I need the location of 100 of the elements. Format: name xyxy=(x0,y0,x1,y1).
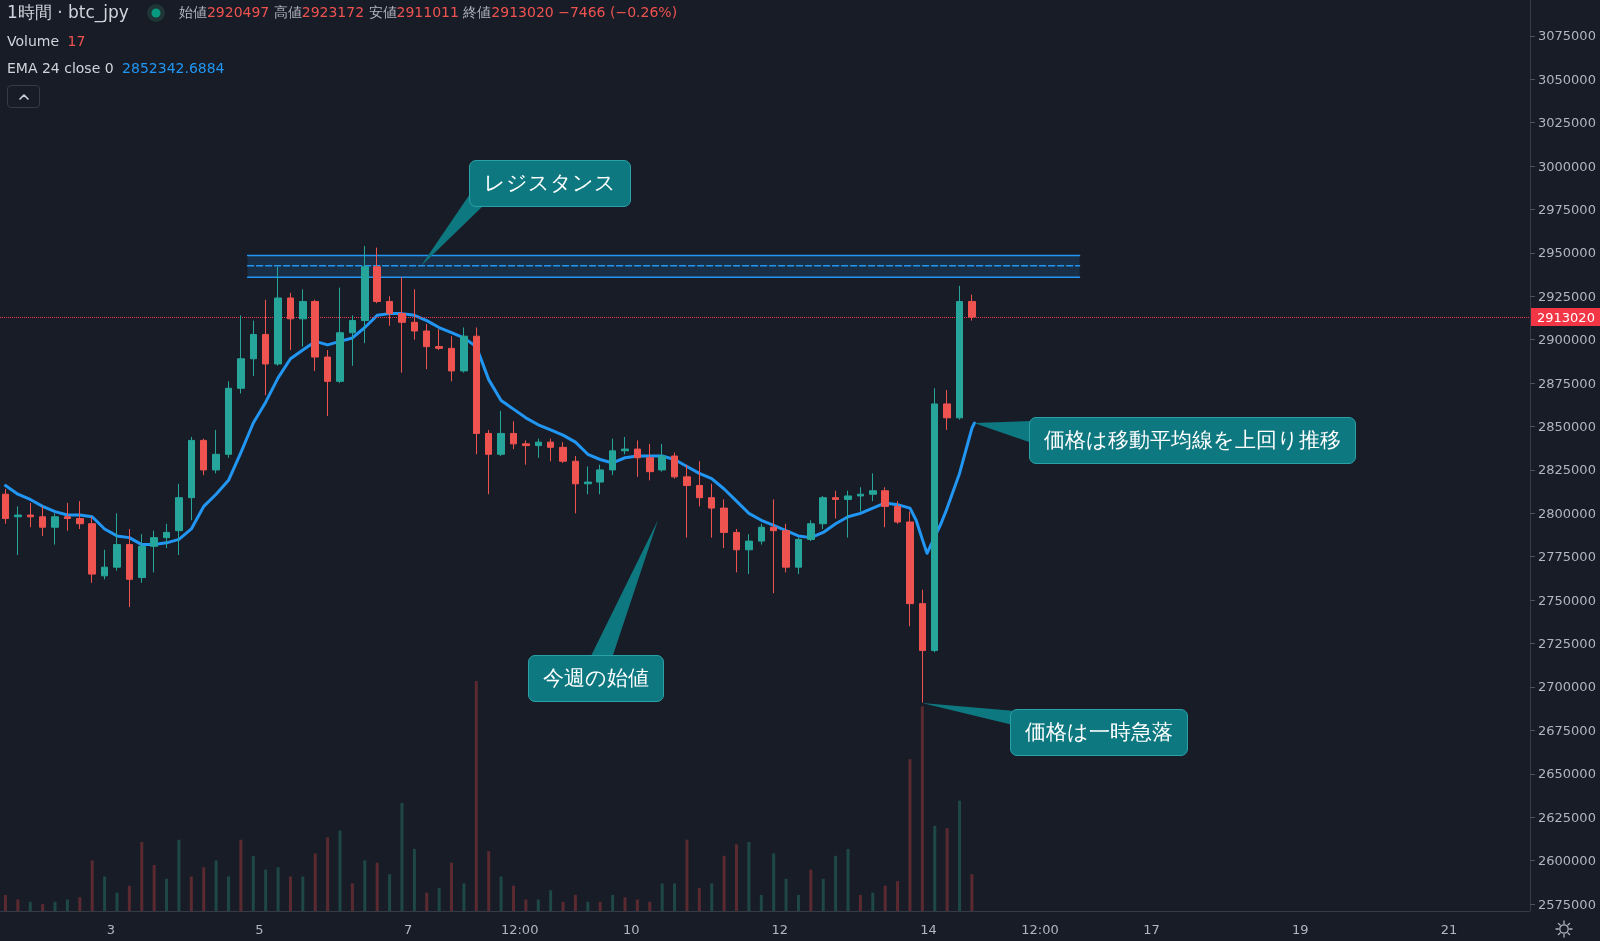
bar xyxy=(796,894,800,911)
y-tick-label: 2850000 xyxy=(1538,419,1596,434)
bar xyxy=(611,894,615,911)
bar xyxy=(772,853,776,911)
candlestick xyxy=(621,436,629,455)
candlestick xyxy=(720,498,728,549)
bar xyxy=(41,904,45,911)
candlestick xyxy=(881,486,889,528)
candlestick xyxy=(857,486,864,513)
candlestick xyxy=(250,320,257,377)
candlestick xyxy=(943,389,951,431)
bar xyxy=(326,837,330,911)
bar xyxy=(933,825,937,911)
candlestick xyxy=(906,511,914,627)
candlestick xyxy=(869,472,877,502)
y-tick-label: 2800000 xyxy=(1538,505,1596,521)
bar xyxy=(28,901,32,911)
bar xyxy=(16,899,20,911)
candlestick xyxy=(485,429,492,495)
bar xyxy=(635,899,639,911)
bar xyxy=(759,894,763,911)
bar xyxy=(735,844,738,911)
bar xyxy=(251,855,255,911)
candlestick xyxy=(547,438,554,462)
candlestick xyxy=(671,452,678,480)
bar xyxy=(586,901,590,911)
candlestick xyxy=(188,436,195,521)
bar xyxy=(784,878,788,911)
bar xyxy=(536,899,540,911)
candlestick xyxy=(596,464,604,495)
bar xyxy=(710,883,714,911)
candlestick xyxy=(64,502,71,532)
bar xyxy=(958,800,962,911)
bar xyxy=(264,869,268,911)
candlestick xyxy=(435,328,443,351)
bar xyxy=(152,865,156,911)
x-tick-label: 21 xyxy=(1440,922,1458,937)
bar xyxy=(524,899,528,911)
candlestick xyxy=(696,460,703,507)
candlestick xyxy=(758,523,765,546)
bar xyxy=(127,885,131,911)
bar xyxy=(660,883,664,911)
y-tick-label: 2975000 xyxy=(1538,201,1596,217)
x-tick-label: 5 xyxy=(255,922,264,937)
candlestick xyxy=(349,314,356,367)
bar xyxy=(165,878,169,911)
bar xyxy=(425,892,429,911)
candlestick xyxy=(782,523,790,573)
candlestick xyxy=(398,276,406,374)
bar xyxy=(474,681,478,911)
bar xyxy=(697,888,701,911)
bar xyxy=(140,842,144,911)
annotation: EMA 24 close 0 2852342.6884 xyxy=(7,60,225,76)
bar xyxy=(363,860,367,911)
candlestick xyxy=(795,537,802,575)
candlestick xyxy=(584,465,592,495)
x-tick-label: 12 xyxy=(771,922,789,937)
y-tick-label: 3000000 xyxy=(1538,158,1596,174)
candlestick xyxy=(51,512,59,546)
bar xyxy=(487,851,491,911)
bar xyxy=(623,897,627,911)
candlestick xyxy=(39,505,46,537)
bar xyxy=(573,894,577,911)
bar xyxy=(896,881,900,911)
bar xyxy=(673,883,677,911)
bar xyxy=(499,876,503,911)
bar xyxy=(970,874,974,911)
bar xyxy=(920,706,924,911)
bar xyxy=(90,860,94,911)
candlestick xyxy=(361,245,369,344)
x-tick-label: 17 xyxy=(1143,922,1160,937)
bar xyxy=(722,855,726,911)
candlestick xyxy=(14,505,22,556)
bar xyxy=(115,892,119,911)
bar xyxy=(883,885,887,911)
y-tick-label: 2675000 xyxy=(1538,722,1596,738)
candlestick xyxy=(287,292,294,351)
candlestick xyxy=(336,287,344,384)
bar xyxy=(945,828,949,911)
candlestick xyxy=(807,519,815,542)
text: 始値2920497 高値2923172 安値2911011 終値2913020 −7466 (−0.26%) xyxy=(178,3,678,20)
candlestick xyxy=(745,533,753,575)
y-tick-label: 2600000 xyxy=(1538,853,1596,869)
candlestick xyxy=(535,438,542,459)
y-tick-label: 2625000 xyxy=(1538,809,1596,825)
candlestick xyxy=(126,528,133,608)
bar xyxy=(400,802,404,911)
candlestick xyxy=(894,500,901,525)
bar xyxy=(301,876,305,911)
candlestick xyxy=(634,439,641,478)
candlestick xyxy=(101,549,108,580)
bar xyxy=(103,876,107,911)
candlestick xyxy=(27,502,34,528)
bar xyxy=(78,897,82,911)
bar xyxy=(549,890,553,911)
bar xyxy=(276,867,280,911)
candlestick xyxy=(832,490,839,520)
candlestick xyxy=(510,420,517,450)
bar xyxy=(908,759,912,911)
bar xyxy=(648,901,652,911)
